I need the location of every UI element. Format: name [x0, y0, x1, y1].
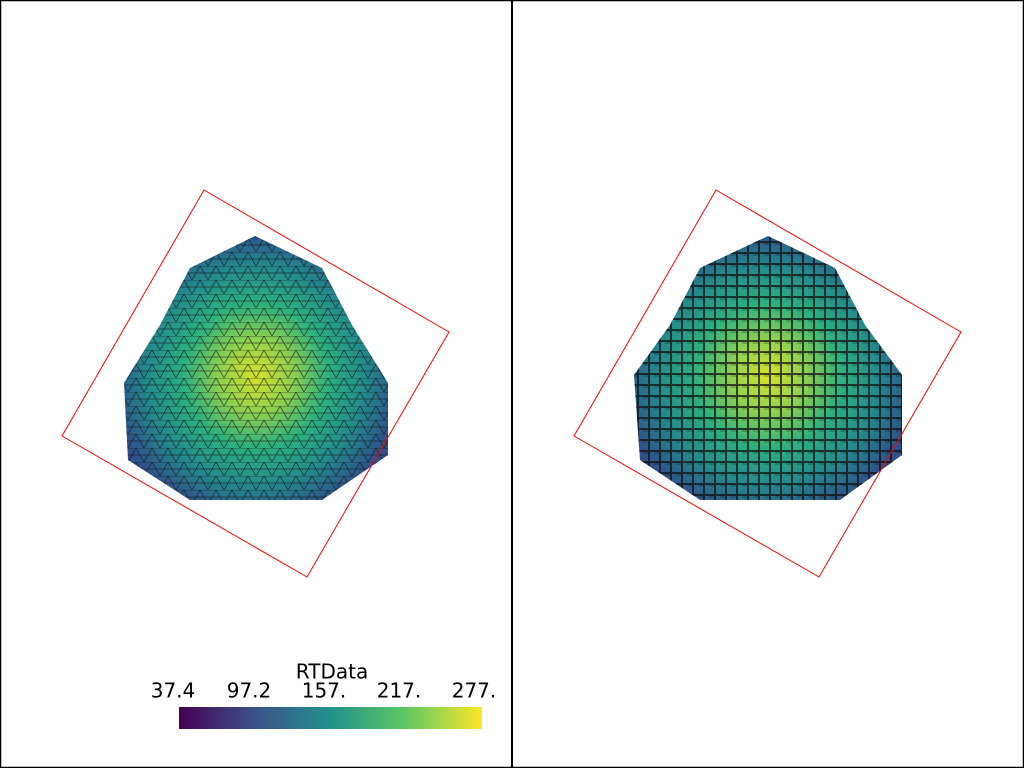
scalar-bar-label: 277. — [452, 679, 497, 703]
colormap — [179, 707, 482, 729]
left-viewport — [61, 189, 450, 578]
mesh-edges — [124, 236, 388, 500]
scalar-bar-label: 37.4 — [151, 679, 196, 703]
scalar-bar-label: 157. — [302, 679, 347, 703]
voxel-edges — [634, 236, 902, 500]
outline-box — [573, 189, 962, 578]
outline-box — [61, 189, 450, 578]
scalar-bar-label: 97.2 — [227, 679, 272, 703]
scalar-bar-title: RTData — [296, 660, 368, 684]
scalar-bar-label: 217. — [377, 679, 422, 703]
scalar-bar: RTData 37.4 97.2 157. 217. 277. — [151, 660, 497, 729]
right-viewport — [573, 189, 962, 578]
